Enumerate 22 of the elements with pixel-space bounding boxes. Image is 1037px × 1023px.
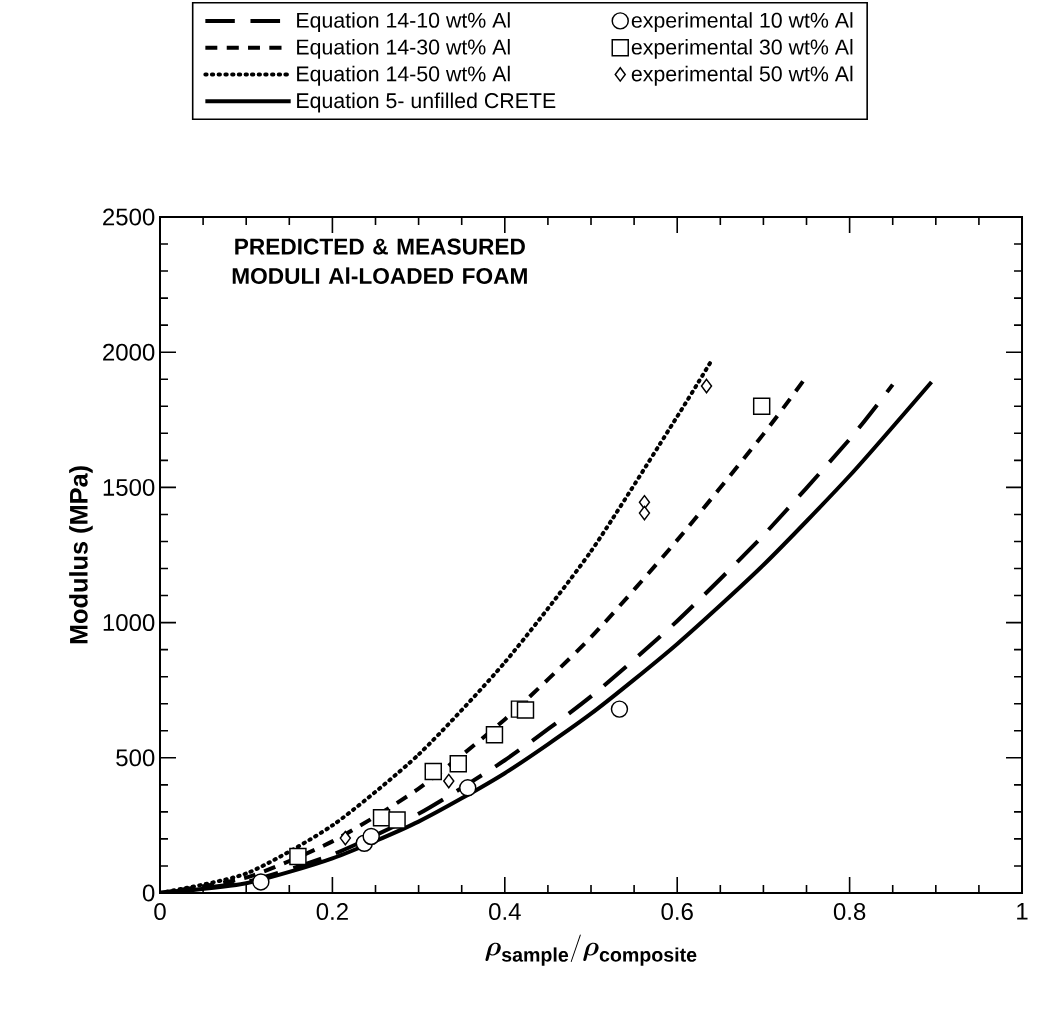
legend-label: Equation 14-50 wt% Al: [297, 65, 510, 86]
y-tick-label: 1000: [103, 614, 155, 632]
x-tick-label: 0.2: [316, 903, 348, 921]
x-tick-label: 1: [1017, 903, 1028, 920]
legend-label: experimental 30 wt% Al: [631, 38, 853, 59]
y-axis-title: Modulus (MPa): [69, 466, 93, 644]
legend-label: Equation 14-30 wt% Al: [297, 38, 510, 59]
legend-label: experimental 10 wt% Al: [631, 12, 853, 33]
legend-label: experimental 50 wt% Al: [631, 65, 853, 86]
legend-label: Equation 14-10 wt% Al: [297, 12, 510, 33]
x-tick-label: 0.8: [833, 903, 866, 921]
y-tick-label: 2000: [103, 343, 155, 361]
x-axis-title: $\boldsymbol{\rho}_{\mathbf{sample}}/\boldsymbol{\rho}_{\mathbf{composite}}$: [485, 934, 697, 966]
text: PREDICTED & MEASURED MODULI Al-LOADED FOAM: [232, 238, 527, 284]
y-tick-label: 0: [142, 884, 155, 902]
y-tick-label: 500: [116, 749, 155, 767]
y-tick-label: 2500: [103, 208, 155, 226]
x-tick-label: 0: [154, 903, 166, 921]
x-tick-label: 0.4: [489, 903, 521, 921]
x-tick-label: 0.6: [661, 903, 693, 921]
y-tick-label: 1500: [103, 478, 155, 496]
legend-label: Equation 5- unfilled CRETE: [297, 92, 556, 113]
